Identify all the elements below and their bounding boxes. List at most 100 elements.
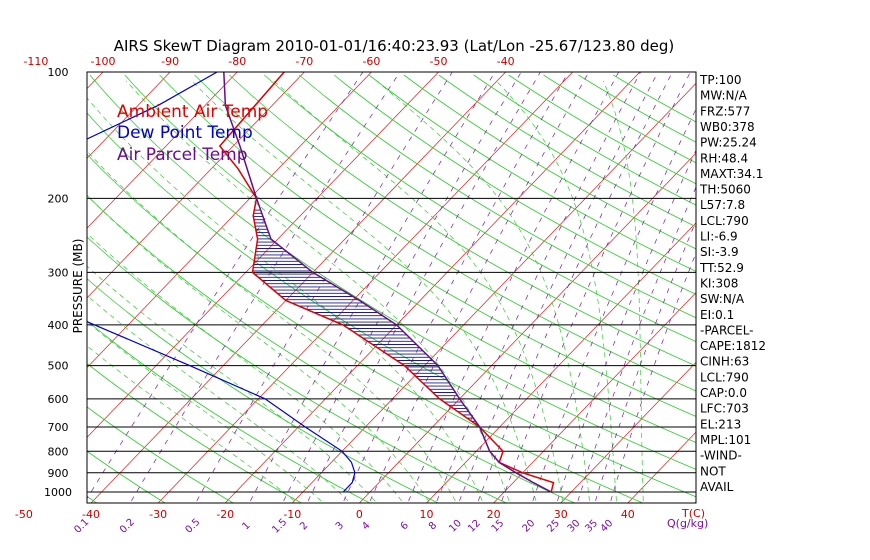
mixing-ratio-line bbox=[196, 72, 453, 502]
temperature-tick-label: -100 bbox=[91, 55, 116, 68]
temperature-tick-label: -50 bbox=[430, 55, 448, 68]
dry-adiabat bbox=[229, 74, 696, 367]
dry-adiabat bbox=[159, 74, 696, 417]
mixing-ratio-label: 20 bbox=[521, 518, 538, 535]
mixing-ratio-line bbox=[131, 72, 401, 502]
dry-adiabat bbox=[87, 112, 696, 498]
moist-adiabat bbox=[87, 195, 429, 502]
mixing-ratio-label: 8 bbox=[427, 520, 439, 532]
dry-adiabat bbox=[403, 74, 696, 250]
pressure-tick-label: 500 bbox=[48, 360, 69, 373]
index-item: LCL:790 bbox=[700, 214, 749, 228]
moist-adiabat bbox=[273, 80, 564, 501]
mixing-ratio-label: 4 bbox=[360, 520, 372, 532]
mixing-ratio-line bbox=[250, 72, 496, 502]
mixing-ratio-line bbox=[87, 72, 364, 500]
index-item: MW:N/A bbox=[700, 89, 748, 103]
isotherm bbox=[359, 152, 696, 503]
pressure-tick-label: 200 bbox=[48, 192, 69, 205]
index-item: PW:25.24 bbox=[700, 136, 757, 150]
isotherm bbox=[87, 72, 104, 90]
temperature-tick-label: -70 bbox=[295, 55, 313, 68]
ambient-temp-line bbox=[218, 72, 555, 493]
index-item: -WIND- bbox=[700, 449, 742, 463]
mixing-ratio-label: 40 bbox=[599, 518, 616, 535]
moist-adiabat bbox=[191, 80, 537, 501]
pressure-tick-label: 900 bbox=[48, 467, 69, 480]
index-item: MAXT:34.1 bbox=[700, 167, 763, 181]
mixing-ratio-line bbox=[532, 108, 696, 502]
pressure-tick-label: 700 bbox=[48, 421, 69, 434]
moist-adiabat bbox=[87, 294, 349, 502]
isotherm bbox=[87, 72, 439, 438]
mixing-ratio-label: 0.2 bbox=[118, 517, 137, 536]
dry-adiabat bbox=[87, 278, 439, 503]
y-axis-label: PRESSURE (MB) bbox=[71, 239, 85, 334]
mixing-ratio-line bbox=[343, 72, 569, 502]
index-item: CAPE:1812 bbox=[700, 339, 766, 353]
chart-title: AIRS SkewT Diagram 2010-01-01/16:40:23.9… bbox=[114, 37, 675, 55]
temperature-tick-label: 20 bbox=[487, 508, 501, 521]
dry-adiabat bbox=[89, 74, 696, 470]
dry-adiabat bbox=[508, 74, 696, 185]
isotherm bbox=[224, 72, 641, 503]
index-item: CAP:0.0 bbox=[700, 386, 747, 400]
parcel-temp-line bbox=[223, 72, 552, 493]
isotherm bbox=[560, 361, 696, 503]
mixing-ratio-line bbox=[459, 72, 659, 502]
moist-adiabat bbox=[376, 80, 590, 501]
dry-adiabat bbox=[473, 74, 696, 206]
moist-adiabat bbox=[87, 150, 456, 502]
pressure-tick-label: 1000 bbox=[44, 486, 72, 499]
isotherm bbox=[87, 72, 372, 369]
index-item: TP:100 bbox=[699, 73, 742, 87]
dry-adiabat bbox=[87, 406, 234, 503]
temperature-tick-label: 40 bbox=[621, 508, 635, 521]
mixing-ratio-line bbox=[369, 72, 590, 502]
index-item: TT:52.9 bbox=[699, 261, 744, 275]
isotherm bbox=[157, 72, 573, 503]
moist-adiabat bbox=[87, 232, 402, 502]
index-item: NOT bbox=[700, 464, 726, 478]
mixing-ratio-label: 10 bbox=[447, 518, 464, 535]
dry-adiabat bbox=[194, 74, 696, 392]
dew-point-line bbox=[87, 72, 356, 493]
dry-adiabat bbox=[87, 362, 302, 503]
index-item: TH:5060 bbox=[699, 183, 751, 197]
temperature-tick-label: -80 bbox=[228, 55, 246, 68]
temperature-tick-label: -30 bbox=[149, 508, 167, 521]
temperature-tick-label: -10 bbox=[283, 508, 301, 521]
dry-adiabat bbox=[87, 194, 575, 503]
isotherm bbox=[426, 222, 696, 503]
mixing-ratio-label: 1 bbox=[240, 520, 252, 532]
index-item: EI:0.1 bbox=[700, 308, 734, 322]
dry-adiabat bbox=[333, 74, 696, 295]
temperature-tick-label: -40 bbox=[497, 55, 515, 68]
index-item: LFC:703 bbox=[700, 402, 749, 416]
legend-item: Ambient Air Temp bbox=[117, 102, 268, 122]
temperature-tick-label: -60 bbox=[362, 55, 380, 68]
index-item: SW:N/A bbox=[700, 292, 745, 306]
legend: Ambient Air Temp Dew Point Temp Air Parc… bbox=[117, 102, 268, 165]
temperature-unit-label: T(C) bbox=[681, 507, 705, 520]
dry-adiabat bbox=[87, 236, 507, 503]
legend-item: Dew Point Temp bbox=[117, 123, 253, 143]
isotherm bbox=[493, 292, 696, 503]
mixing-ratio-label: 3 bbox=[334, 520, 346, 532]
index-item: EL:213 bbox=[700, 417, 741, 431]
temperature-tick-label: -40 bbox=[82, 508, 100, 521]
pressure-tick-label: 300 bbox=[48, 266, 69, 279]
dry-adiabat bbox=[298, 74, 696, 319]
temperature-tick-label: -90 bbox=[161, 55, 179, 68]
isotherm bbox=[87, 72, 171, 159]
dry-adiabat bbox=[87, 320, 370, 503]
temperature-tick-label: -110 bbox=[23, 55, 48, 68]
dry-adiabat bbox=[438, 74, 696, 228]
mixing-ratio-label: 12 bbox=[466, 518, 483, 535]
dry-adiabat bbox=[264, 74, 696, 343]
moist-adiabat bbox=[87, 97, 483, 502]
moist-adiabat bbox=[496, 80, 617, 501]
pressure-tick-label: 400 bbox=[48, 319, 69, 332]
